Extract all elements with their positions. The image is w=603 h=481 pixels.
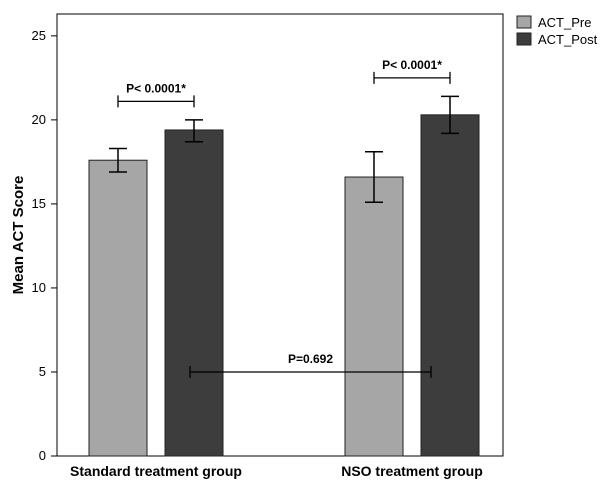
legend-swatch xyxy=(516,32,532,46)
y-tick-label: 20 xyxy=(32,112,46,127)
significance-label: P=0.692 xyxy=(288,352,333,366)
significance-label: P< 0.0001* xyxy=(126,81,186,95)
y-tick-label: 15 xyxy=(32,196,46,211)
y-tick-label: 10 xyxy=(32,280,46,295)
legend-swatch xyxy=(516,15,532,29)
y-tick-label: 5 xyxy=(39,364,46,379)
bar-act-post xyxy=(420,114,480,457)
significance-label: P< 0.0001* xyxy=(382,58,442,72)
bar-act-post xyxy=(164,129,224,457)
legend-label: ACT_Post xyxy=(538,32,598,47)
y-tick-label: 25 xyxy=(32,28,46,43)
bar-act-pre xyxy=(344,176,404,457)
legend-label: ACT_Pre xyxy=(538,15,591,30)
category-label: NSO treatment group xyxy=(341,463,483,479)
y-tick-label: 0 xyxy=(39,448,46,463)
category-label: Standard treatment group xyxy=(70,463,242,479)
y-axis-label: Mean ACT Score xyxy=(10,176,27,295)
bar-act-pre xyxy=(88,159,148,457)
